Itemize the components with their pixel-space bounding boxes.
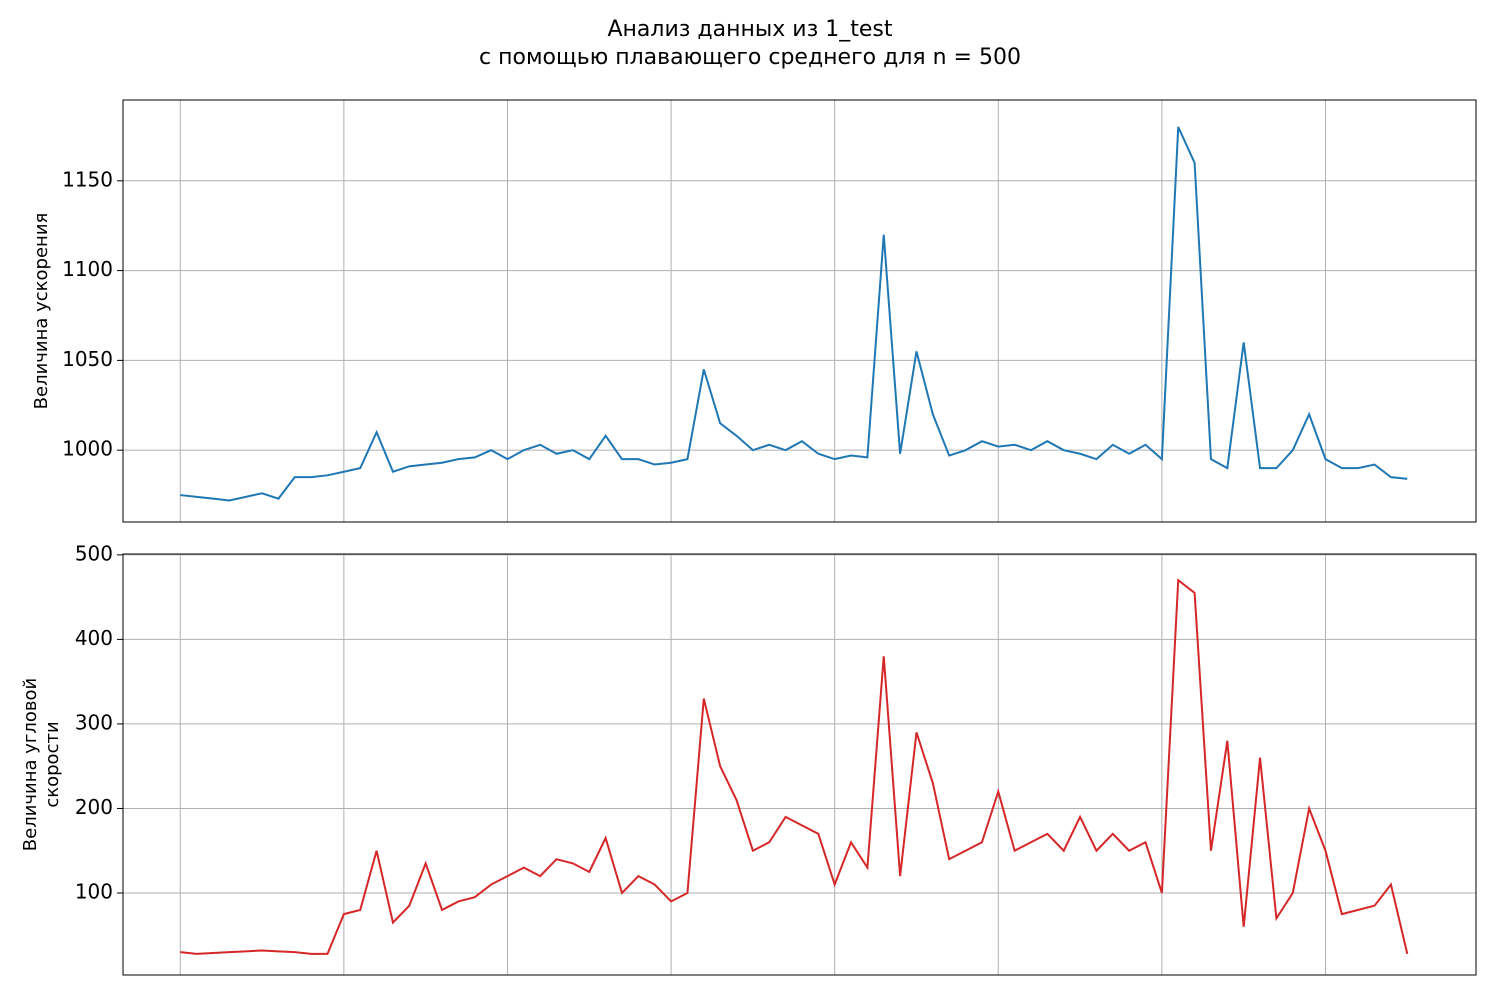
y-axis-label: Величина угловой <box>20 678 41 851</box>
y-tick-label: 200 <box>75 795 113 819</box>
data-line <box>180 126 1408 502</box>
chart-subtitle: с помощью плавающего среднего для n = 50… <box>479 45 1021 70</box>
chart-title: Анализ данных из 1_test <box>607 17 892 42</box>
y-tick-label: 100 <box>75 879 113 903</box>
y-tick-label: 400 <box>75 626 113 650</box>
y-tick-label: 1050 <box>62 347 113 371</box>
data-line <box>180 578 1409 955</box>
y-axis-label: Величина ускорения <box>31 213 52 410</box>
plot-frame <box>122 553 1477 976</box>
y-tick-label: 1100 <box>62 257 113 281</box>
y-tick-label: 1000 <box>62 437 113 461</box>
y-axis-label: скорости <box>42 721 63 807</box>
plot-frame <box>122 99 1477 523</box>
y-tick-label: 300 <box>75 710 113 734</box>
y-tick-label: 500 <box>75 541 113 565</box>
y-tick-label: 1150 <box>62 167 113 191</box>
